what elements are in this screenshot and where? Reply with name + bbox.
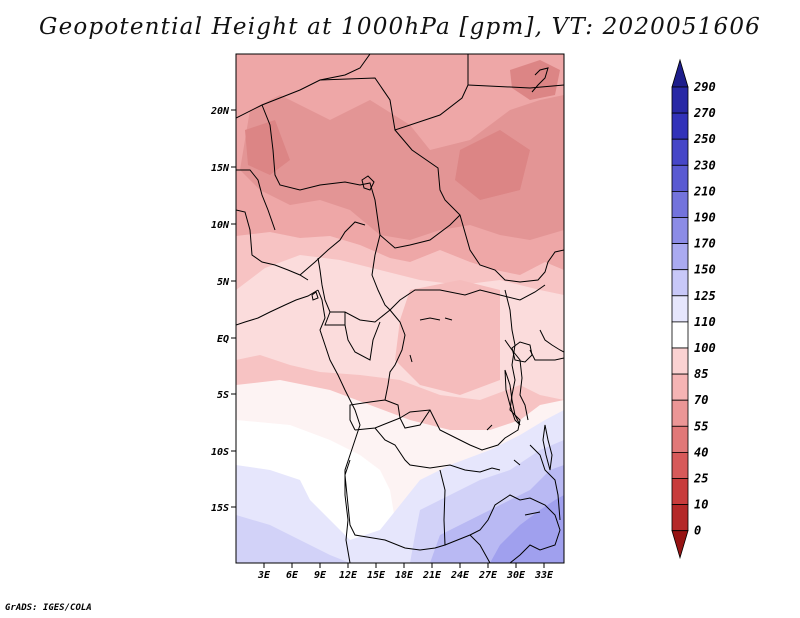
lake-turkana-coast	[531, 67, 549, 93]
boundary-line-10	[371, 254, 546, 311]
y-label-10s: 10S	[211, 447, 229, 458]
colorbar-level-label: 270	[693, 106, 716, 120]
river-lake-marks	[409, 317, 541, 516]
boundary-line-17	[374, 427, 501, 473]
colorbar-box	[671, 504, 689, 532]
lake-tanganyika	[504, 369, 521, 426]
colorbar-box	[671, 295, 689, 323]
x-label-12e: 12E	[339, 570, 358, 581]
colorbar-level-label: 55	[694, 419, 708, 433]
colorbar-level-label: 125	[694, 289, 716, 303]
colorbar-level-label: 210	[693, 184, 716, 198]
x-label-27e: 27E	[478, 570, 498, 581]
boundary-line-5	[261, 104, 381, 256]
colorbar-box	[671, 347, 689, 375]
shading-south-deep-blue	[490, 495, 564, 563]
map-plot-area	[236, 54, 564, 563]
y-label-5s: 5S	[217, 390, 229, 401]
colorbar-level-label: 85	[694, 367, 708, 381]
colorbar-level-label: 170	[694, 237, 716, 251]
colorbar-level-label: 290	[693, 80, 716, 94]
map-frame	[235, 53, 565, 564]
boundary-line-23	[529, 444, 561, 521]
y-axis-ticks	[231, 109, 236, 508]
y-label-10n: 10N	[211, 220, 230, 231]
coastline-west	[317, 289, 361, 563]
boundary-line-2	[319, 54, 469, 131]
colorbar-level-label: 25	[693, 472, 708, 486]
colorbar-box	[671, 269, 689, 297]
colorbar-top-arrow	[671, 58, 689, 88]
shading-north-darkest	[245, 60, 560, 200]
boundary-line-14	[349, 309, 406, 431]
x-axis-labels: 3E 6E 9E 12E 15E 18E 21E 24E 27E 30E 33E	[257, 570, 554, 581]
colorbar-level-label: 110	[694, 315, 716, 329]
x-label-24e: 24E	[450, 570, 470, 581]
colorbar-box	[671, 478, 689, 506]
x-label-9e: 9E	[314, 570, 327, 581]
colorbar-box	[671, 164, 689, 192]
lake-chad	[361, 175, 375, 191]
boundary-line-8	[299, 221, 366, 276]
colorbar-box	[671, 373, 689, 401]
x-label-33e: 33E	[534, 570, 554, 581]
colorbar-box	[671, 451, 689, 479]
colorbar-bottom-arrow	[671, 530, 689, 560]
shading-north-dark	[240, 95, 564, 240]
colorbar-level-label: 190	[694, 211, 716, 225]
colorbar-level-label: 100	[694, 341, 716, 355]
colorbar-box	[671, 138, 689, 166]
x-label-30e: 30E	[506, 570, 526, 581]
colorbar-box	[671, 217, 689, 245]
colorbar-level-label: 250	[693, 132, 716, 146]
colorbar-level-label: 230	[693, 158, 716, 172]
colorbar-box	[671, 399, 689, 427]
colorbar-level-label: 40	[694, 445, 708, 459]
colorbar-level-label: 150	[694, 263, 716, 277]
colorbar-box	[671, 321, 689, 349]
lake-malawi	[542, 424, 553, 471]
colorbar-level-label: 70	[694, 393, 708, 407]
colorbar-box	[671, 112, 689, 140]
y-axis-labels: 20N 15N 10N 5N EQ 5S 10S 15S	[210, 106, 230, 514]
colorbar-level-label: 10	[694, 498, 708, 512]
boundary-line-24	[236, 289, 319, 326]
y-label-5n: 5N	[217, 277, 230, 288]
lake-victoria	[511, 341, 533, 363]
boundary-line-18	[344, 459, 446, 551]
y-label-eq: EQ	[217, 334, 229, 345]
colorbar-box	[671, 86, 689, 114]
map-title: Geopotential Height at 1000hPa [gpm], VT…	[39, 14, 761, 40]
boundary-line-13	[344, 321, 381, 361]
boundary-line-3	[467, 84, 564, 89]
x-axis-ticks	[263, 563, 545, 568]
boundary-line-4	[394, 129, 564, 283]
boundary-line-20	[469, 534, 491, 563]
boundary-line-12	[324, 311, 346, 326]
y-label-15s: 15S	[211, 503, 229, 514]
boundary-line-19	[444, 494, 561, 563]
x-label-21e: 21E	[422, 570, 442, 581]
colorbar: 2902702502302101901701501251101008570554…	[671, 58, 716, 560]
x-label-6e: 6E	[286, 570, 299, 581]
shading-central-mid	[395, 280, 500, 395]
y-label-20n: 20N	[210, 106, 230, 117]
colorbar-box	[671, 425, 689, 453]
y-label-15n: 15N	[211, 163, 230, 174]
x-label-18e: 18E	[395, 570, 414, 581]
country-boundaries	[236, 54, 564, 563]
colorbar-box	[671, 190, 689, 218]
colorbar-level-label: 0	[694, 524, 701, 538]
boundary-line-7	[236, 209, 309, 281]
x-label-15e: 15E	[367, 570, 386, 581]
boundary-line-6	[236, 169, 276, 231]
colorbar-box	[671, 243, 689, 271]
grads-credit: GrADS: IGES/COLA	[5, 603, 92, 613]
x-label-3e: 3E	[257, 570, 271, 581]
island-bioko	[311, 291, 319, 301]
boundary-line-9	[379, 214, 461, 249]
